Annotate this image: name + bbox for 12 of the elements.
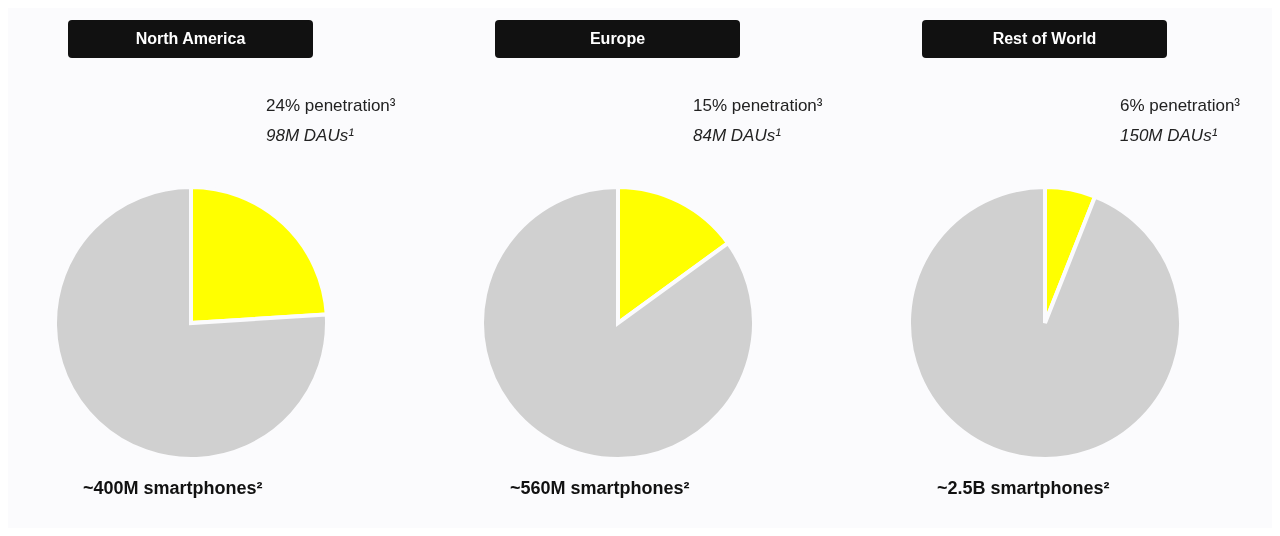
text: ~560M smartphones² (510, 478, 690, 499)
chart-title: Europe (495, 20, 740, 58)
text: 24% penetration³ (266, 96, 396, 116)
text: ~400M smartphones² (83, 478, 263, 499)
text: 98M DAUs¹ (266, 126, 354, 146)
chart-title: North America (68, 20, 313, 58)
text: ~2.5B smartphones² (937, 478, 1110, 499)
text: 150M DAUs¹ (1120, 126, 1218, 146)
text: 84M DAUs¹ (693, 126, 781, 146)
chart-title: Rest of World (922, 20, 1167, 58)
text: 6% penetration³ (1120, 96, 1241, 116)
text: 15% penetration³ (693, 96, 823, 116)
